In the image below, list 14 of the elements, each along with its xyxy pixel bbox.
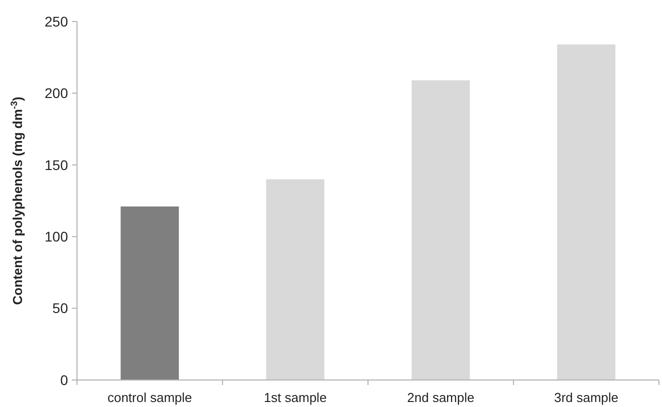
bar xyxy=(120,206,179,380)
x-tick-label: 2nd sample xyxy=(407,390,474,405)
bar xyxy=(266,179,324,380)
y-tick-label: 50 xyxy=(52,300,68,316)
x-tick-label: 3rd sample xyxy=(554,390,618,405)
y-tick-label: 100 xyxy=(44,228,68,244)
x-tick-label: 1st sample xyxy=(264,390,327,405)
bar xyxy=(412,80,470,380)
bar xyxy=(557,44,616,380)
x-tick-label: control sample xyxy=(107,390,192,405)
y-tick-label: 250 xyxy=(44,13,68,30)
y-tick-label: 0 xyxy=(60,372,68,388)
y-tick-label: 200 xyxy=(44,85,68,102)
y-tick-label: 150 xyxy=(44,156,68,173)
